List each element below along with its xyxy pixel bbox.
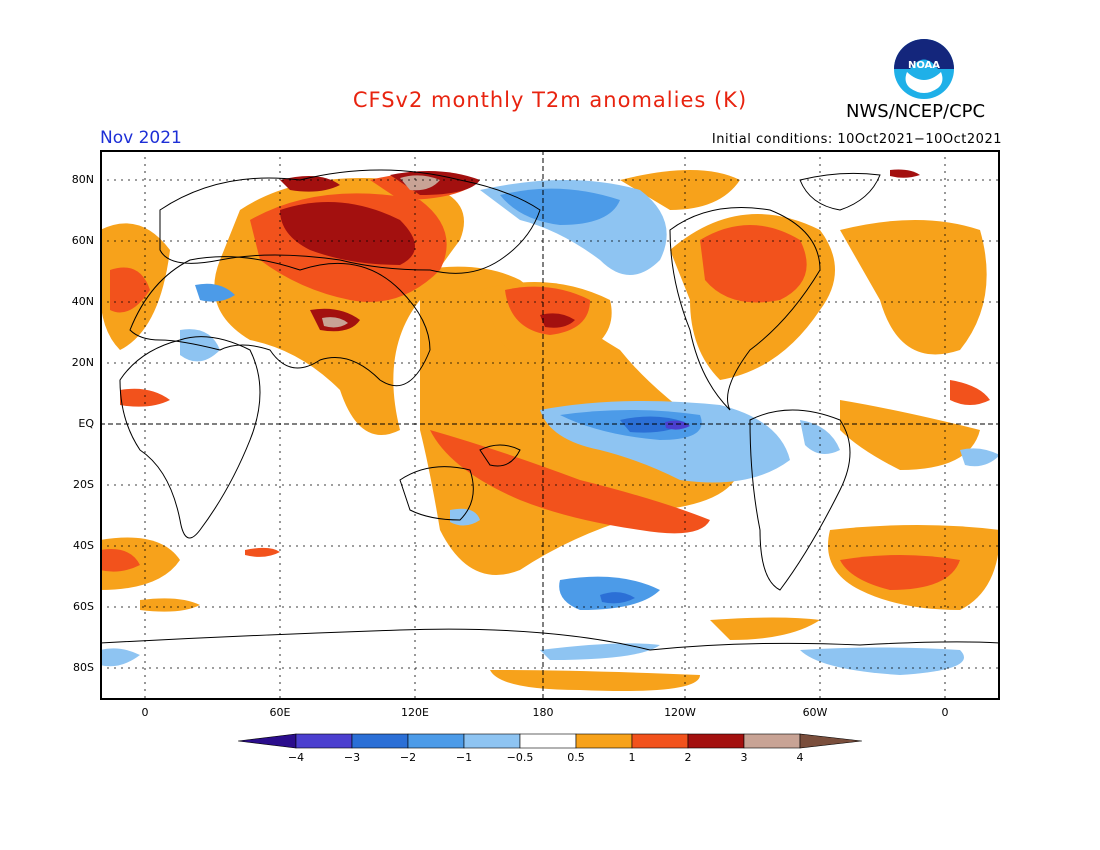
colorbar-label: 3 [740, 751, 748, 764]
colorbar-swatch [407, 733, 465, 749]
colorbar-label: −0.5 [506, 751, 534, 764]
lat-tick-label: 40N [71, 295, 94, 308]
lat-tick-label: 20N [71, 356, 94, 369]
map-frame [100, 150, 1000, 700]
colorbar-swatch [575, 733, 633, 749]
colorbar-label: −1 [455, 751, 473, 764]
colorbar-label: 1 [628, 751, 636, 764]
lat-lon-grid [100, 150, 1000, 700]
colorbar-swatch [631, 733, 689, 749]
colorbar-arrow-high [799, 733, 862, 749]
colorbar-swatch [519, 733, 577, 749]
lat-tick-label: 60S [73, 600, 94, 613]
lat-tick-label: 80N [71, 173, 94, 186]
anomaly-map [100, 150, 1000, 700]
equator-dateline [100, 150, 1000, 700]
colorbar-swatch [687, 733, 745, 749]
lat-tick-label: 40S [73, 539, 94, 552]
anomaly-field [100, 150, 1000, 700]
colorbar-swatch [351, 733, 409, 749]
agency-label: NWS/NCEP/CPC [846, 101, 986, 122]
colorbar-label: 4 [796, 751, 804, 764]
colorbar-label: 0.5 [567, 751, 585, 764]
lon-tick-label: 60W [802, 706, 828, 719]
anomaly-level-4 [322, 175, 440, 328]
lat-tick-label: 80S [73, 661, 94, 674]
lat-tick-label: EQ [78, 417, 94, 430]
lon-tick-label: 0 [141, 706, 149, 719]
forecast-month: Nov 2021 [100, 128, 182, 148]
colorbar-swatch [463, 733, 521, 749]
coastlines [100, 169, 1000, 651]
lon-tick-label: 180 [532, 706, 554, 719]
lon-tick-label: 120E [401, 706, 429, 719]
colorbar-label: −3 [343, 751, 361, 764]
lat-tick-label: 60N [71, 234, 94, 247]
colorbar-swatch [295, 733, 353, 749]
anomaly-level-neg4 [665, 420, 690, 430]
lon-tick-label: 120W [664, 706, 696, 719]
colorbar [238, 733, 862, 749]
chart-title: CFSv2 monthly T2m anomalies (K) [352, 88, 748, 112]
colorbar-label: −4 [287, 751, 305, 764]
lat-tick-label: 20S [73, 478, 94, 491]
colorbar-label: 2 [684, 751, 692, 764]
colorbar-swatch [743, 733, 801, 749]
colorbar-label: −2 [399, 751, 417, 764]
initial-conditions: Initial conditions: 10Oct2021−10Oct2021 [711, 132, 1002, 147]
noaa-logo: NOAA [893, 38, 955, 100]
lon-tick-label: 0 [941, 706, 949, 719]
colorbar-arrow-low [238, 733, 297, 749]
lon-tick-label: 60E [269, 706, 291, 719]
logo-text: NOAA [908, 60, 940, 71]
